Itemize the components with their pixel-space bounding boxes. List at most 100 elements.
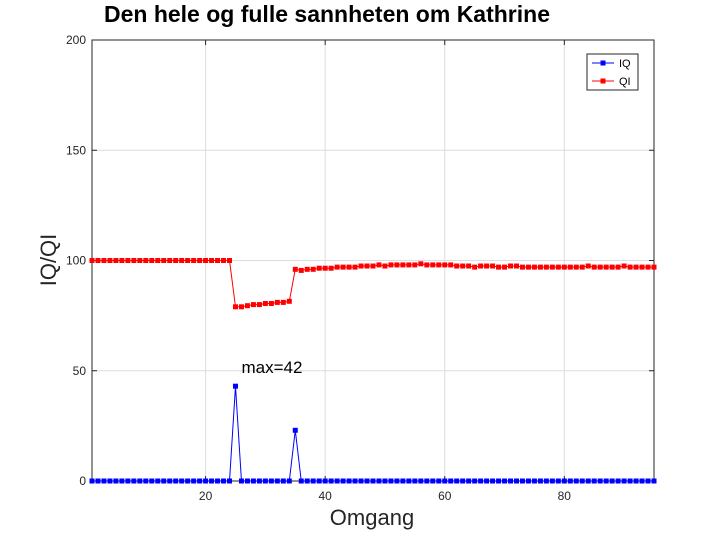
- series-iq-point: [250, 478, 256, 484]
- x-tick-label: 80: [558, 489, 572, 503]
- legend-iq-marker: [600, 60, 606, 66]
- series-iq-point: [573, 478, 579, 484]
- y-tick-label: 150: [66, 143, 86, 157]
- series-qi-point: [573, 264, 579, 270]
- x-axis-label: Omgang: [330, 505, 414, 530]
- series-qi-point: [555, 264, 561, 270]
- series-iq-point: [215, 478, 221, 484]
- series-iq-point: [352, 478, 358, 484]
- legend-qi-label: QI: [619, 76, 631, 88]
- series-iq-point: [579, 478, 585, 484]
- series-iq-point: [651, 478, 657, 484]
- series-qi-point: [95, 258, 101, 263]
- series-iq-point: [113, 478, 119, 484]
- y-tick-label: 0: [79, 474, 86, 488]
- series-iq-point: [256, 478, 262, 484]
- series-qi-point: [591, 264, 597, 270]
- series-qi-point: [406, 262, 412, 268]
- series-qi-point: [519, 264, 525, 270]
- y-tick-label: 200: [66, 33, 86, 47]
- series-iq-point: [621, 478, 627, 484]
- series-iq-point: [280, 478, 286, 484]
- series-iq-point: [101, 478, 107, 484]
- series-iq-point: [95, 478, 101, 484]
- series-qi-point: [513, 263, 519, 269]
- x-tick-label: 20: [199, 489, 213, 503]
- series-iq-point: [238, 478, 244, 484]
- series-qi-point: [262, 300, 268, 306]
- series-qi-point: [149, 258, 155, 263]
- series-qi-point: [508, 263, 514, 269]
- series-iq-point: [537, 478, 543, 484]
- series-qi-point: [179, 258, 185, 263]
- series-iq-point: [472, 478, 478, 484]
- series-qi-point: [525, 264, 531, 270]
- series-iq-point: [119, 478, 125, 484]
- series-qi-point: [125, 258, 131, 263]
- series-qi-point: [615, 264, 621, 270]
- legend-box: [586, 53, 639, 91]
- series-qi-point: [268, 300, 274, 306]
- series-iq-point: [406, 478, 412, 484]
- series-iq-point: [609, 478, 615, 484]
- series-iq-point: [525, 478, 531, 484]
- series-qi-point: [131, 258, 137, 263]
- series-iq-point: [639, 478, 645, 484]
- series-iq-point: [454, 478, 460, 484]
- series-qi-point: [460, 263, 466, 269]
- series-qi-point: [454, 263, 460, 269]
- series-qi-point: [639, 264, 645, 270]
- series-iq-point: [173, 478, 179, 484]
- series-qi-point: [442, 262, 448, 268]
- series-iq-point: [436, 478, 442, 484]
- series-iq-point: [167, 478, 173, 484]
- series-qi-point: [167, 258, 173, 263]
- series-qi-point: [334, 264, 340, 270]
- series-qi-point: [137, 258, 143, 263]
- series-iq-point: [591, 478, 597, 484]
- series-iq-point: [286, 478, 292, 484]
- series-qi-point: [221, 258, 227, 263]
- series-qi-point: [352, 264, 358, 270]
- series-iq-point: [227, 478, 233, 484]
- series-qi-point: [490, 263, 496, 269]
- series-iq-point: [561, 478, 567, 484]
- series-qi-point: [358, 263, 364, 269]
- series-qi-point: [424, 262, 430, 268]
- series-iq-point: [185, 478, 191, 484]
- series-qi-point: [280, 299, 286, 305]
- y-axis: 0 50 100 150 200: [66, 33, 654, 488]
- legend-iq-label: IQ: [619, 58, 631, 70]
- series-iq-point: [382, 478, 388, 484]
- series-qi-point: [203, 258, 209, 263]
- series-qi: [89, 258, 657, 310]
- series-qi-point: [256, 302, 262, 308]
- series-iq-point: [262, 478, 268, 484]
- x-tick-label: 60: [438, 489, 452, 503]
- series-iq-point: [89, 478, 95, 484]
- series-iq-point: [244, 478, 250, 484]
- series-qi-point: [430, 262, 436, 268]
- series-qi-point: [448, 262, 454, 268]
- series-qi-point: [567, 264, 573, 270]
- series-iq-point: [490, 478, 496, 484]
- series-qi-point: [244, 303, 250, 309]
- series-iq-point: [131, 478, 137, 484]
- series-qi-point: [484, 263, 490, 269]
- series-iq-point: [346, 478, 352, 484]
- series-qi-point: [633, 264, 639, 270]
- series-qi-point: [394, 262, 400, 268]
- series-iq-point: [597, 478, 603, 484]
- series-qi-point: [418, 261, 424, 267]
- series-qi-point: [215, 258, 221, 263]
- series-qi-point: [549, 264, 555, 270]
- series-qi-point: [250, 302, 256, 308]
- series-qi-point: [627, 264, 633, 270]
- series-qi-point: [292, 266, 298, 272]
- legend: IQ QI: [586, 53, 639, 91]
- series-iq-point: [161, 478, 167, 484]
- series-iq-point: [555, 478, 561, 484]
- series-iq-point: [143, 478, 149, 484]
- series-iq-point: [316, 478, 322, 484]
